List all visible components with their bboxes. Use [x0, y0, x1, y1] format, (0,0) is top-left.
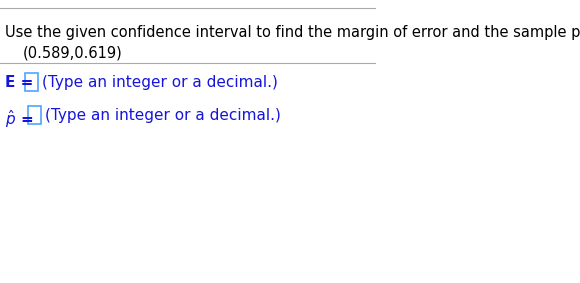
Text: $\hat{p}$ =: $\hat{p}$ =: [5, 108, 33, 130]
Text: E =: E =: [5, 75, 34, 90]
FancyBboxPatch shape: [24, 73, 38, 91]
Text: Use the given confidence interval to find the margin of error and the sample pro: Use the given confidence interval to fin…: [5, 25, 580, 40]
Text: (Type an integer or a decimal.): (Type an integer or a decimal.): [45, 108, 281, 123]
FancyBboxPatch shape: [28, 106, 41, 124]
Text: (Type an integer or a decimal.): (Type an integer or a decimal.): [42, 75, 277, 90]
Text: (0.589,0.619): (0.589,0.619): [23, 45, 122, 60]
